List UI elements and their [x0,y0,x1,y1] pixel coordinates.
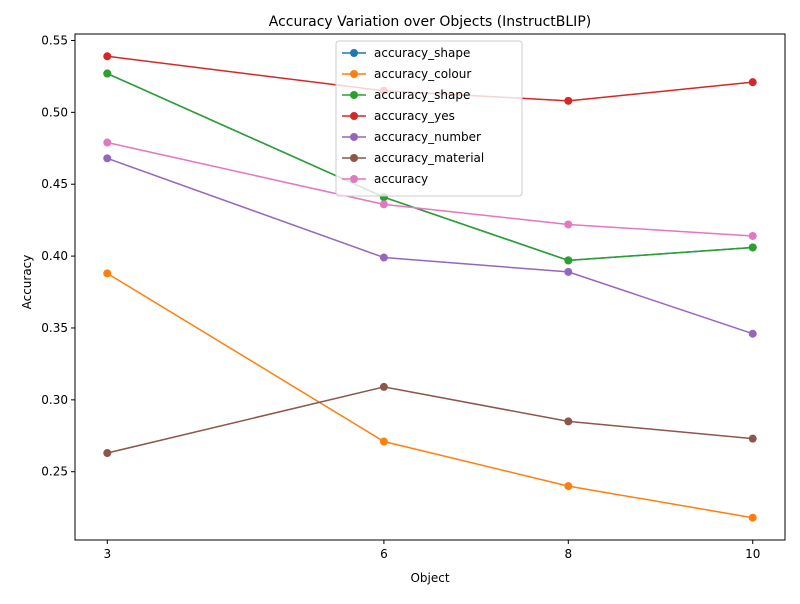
y-tick-label: 0.35 [41,321,68,335]
legend-label: accuracy_material [374,151,484,165]
y-tick-label: 0.40 [41,249,68,263]
legend-label: accuracy_yes [374,109,455,123]
data-point [564,256,573,265]
legend-item: accuracy_number [342,130,481,144]
legend-marker [350,154,358,162]
data-point [103,269,112,278]
data-point [379,437,388,446]
series-line [107,386,753,454]
series-layer [103,52,757,522]
legend-marker [350,175,358,183]
y-tick-label: 0.30 [41,393,68,407]
legend: accuracy_shape accuracy_colour accuracy_sh… [335,40,523,197]
legend-item: accuracy_colour [342,67,471,81]
data-point [564,96,573,105]
x-tick-label: 8 [564,547,572,561]
legend-marker [350,49,358,57]
legend-marker [350,70,358,78]
data-point [103,449,112,458]
series-line [106,72,753,262]
legend-label: accuracy_shape [374,46,470,60]
chart-title: Accuracy Variation over Objects (Instruc… [269,14,591,30]
y-axis-label: Accuracy [20,255,34,310]
series-line-group [103,154,757,338]
data-point [748,513,757,522]
data-point [103,69,112,78]
data-point [748,78,757,87]
y-tick-label: 0.45 [41,177,68,191]
legend-item: accuracy_shape [342,46,470,60]
legend-item: accuracy_yes [342,109,455,123]
data-point [564,267,573,276]
data-point [103,138,112,147]
legend-item: accuracy_shape [342,88,470,102]
x-tick-label: 3 [103,547,111,561]
x-axis-label: Object [410,571,449,585]
series-line-group [103,69,757,265]
series-line [106,272,753,519]
data-point [103,154,112,163]
y-tick-label: 0.50 [41,105,68,119]
axes-layer: 3 6 8 10 0.25 0.30 0.35 0.40 0.45 0.50 0.55 [41,33,786,561]
legend-label: accuracy_colour [374,67,471,81]
legend-marker [350,133,358,141]
data-point [379,382,388,391]
data-point [748,434,757,443]
legend-label: accuracy_shape [374,88,470,102]
data-point [748,329,757,338]
series-line-group [103,382,757,458]
y-tick-label: 0.55 [41,33,68,47]
data-point [103,52,112,61]
data-point [564,417,573,426]
plot-frame [74,33,786,541]
data-point [379,200,388,209]
legend-box [335,40,523,197]
legend-item: accuracy [342,172,428,186]
legend-marker [350,112,358,120]
data-point [748,231,757,240]
legend-label: accuracy [374,172,428,186]
series-line [107,157,753,335]
legend-label: accuracy_number [374,130,481,144]
data-point [564,482,573,491]
series-line-group [103,269,757,522]
legend-marker [350,91,358,99]
x-tick-label: 10 [745,547,760,561]
data-point [564,220,573,229]
x-tick-label: 6 [380,547,388,561]
data-point [379,253,388,262]
series-line [107,141,753,237]
y-tick-label: 0.25 [41,465,68,479]
data-point [748,243,757,252]
legend-item: accuracy_material [342,151,484,165]
series-line-group [103,138,757,240]
